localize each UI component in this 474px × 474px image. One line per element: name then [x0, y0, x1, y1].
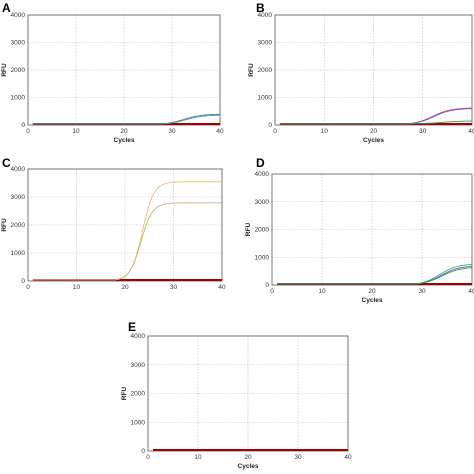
y-axis-label: RFU: [1, 218, 8, 232]
amplification-curve-blue: [277, 265, 473, 285]
y-tick-label: 0: [21, 278, 25, 285]
x-axis-label: Cycles: [362, 297, 383, 304]
y-tick-label: 4000: [255, 171, 270, 178]
y-tick-label: 0: [141, 448, 145, 455]
y-tick-label: 2000: [258, 67, 273, 74]
y-tick-label: 3000: [131, 362, 146, 369]
panel-letter: E: [128, 320, 136, 334]
y-tick-label: 4000: [11, 12, 26, 19]
y-tick-label: 4000: [131, 333, 146, 340]
x-tick-label: 10: [318, 288, 326, 295]
y-tick-label: 1000: [258, 95, 273, 102]
x-tick-label: 30: [294, 454, 302, 461]
panel-letter: A: [2, 1, 11, 15]
x-tick-label: 10: [72, 128, 80, 135]
x-tick-label: 0: [146, 454, 150, 461]
y-tick-label: 2000: [11, 222, 26, 229]
x-tick-label: 0: [26, 284, 30, 291]
y-tick-label: 1000: [131, 419, 146, 426]
y-axis-label: RFU: [248, 63, 255, 77]
x-tick-label: 30: [170, 284, 178, 291]
y-tick-label: 0: [268, 122, 272, 129]
y-tick-label: 2000: [131, 391, 146, 398]
y-tick-label: 1000: [255, 254, 270, 261]
x-tick-label: 20: [120, 128, 128, 135]
y-tick-label: 1000: [11, 250, 26, 257]
x-tick-label: 0: [270, 288, 274, 295]
y-tick-label: 3000: [11, 194, 26, 201]
amplification-curve-yellow: [32, 181, 222, 281]
x-axis-label: Cycles: [363, 137, 384, 144]
y-axis-label: RFU: [121, 387, 128, 401]
x-tick-label: 30: [168, 128, 176, 135]
x-tick-label: 30: [418, 288, 426, 295]
y-tick-label: 1000: [11, 95, 26, 102]
x-tick-label: 10: [73, 284, 81, 291]
amplification-curve-teal: [32, 114, 221, 125]
x-axis-label: Cycles: [114, 137, 135, 144]
x-tick-label: 40: [218, 284, 226, 291]
amplification-curve-green: [277, 267, 473, 285]
y-tick-label: 0: [265, 282, 269, 289]
y-axis-label: RFU: [1, 63, 8, 77]
x-tick-label: 0: [26, 128, 30, 135]
x-tick-label: 10: [321, 128, 329, 135]
chart-panel-a: A 0 10 20 30 40 0 1000 2000 3000 4000 Cycles RFU: [1, 1, 224, 144]
x-tick-label: 40: [344, 454, 352, 461]
y-tick-label: 3000: [11, 40, 26, 47]
amplification-curve-blue: [32, 113, 221, 125]
x-tick-label: 30: [419, 128, 427, 135]
panel-letter: C: [2, 156, 11, 170]
amplification-curve-pink: [279, 107, 473, 125]
x-tick-label: 20: [244, 454, 252, 461]
x-tick-label: 40: [468, 288, 474, 295]
x-tick-label: 40: [468, 128, 474, 135]
y-tick-label: 4000: [258, 12, 273, 19]
panel-letter: D: [256, 156, 265, 170]
y-tick-label: 4000: [11, 166, 26, 173]
x-tick-label: 40: [216, 128, 224, 135]
x-tick-label: 10: [194, 454, 202, 461]
x-tick-label: 0: [273, 128, 277, 135]
chart-panel-e: E 0 10 20 30 40 0 1000 2000 3000 4000 Cycles RFU: [121, 320, 352, 470]
panel-letter: B: [256, 1, 265, 15]
x-tick-label: 20: [368, 288, 376, 295]
amplification-curve-purple: [279, 108, 473, 125]
x-tick-label: 20: [370, 128, 378, 135]
amplification-curve-green: [279, 120, 473, 125]
y-tick-label: 0: [21, 122, 25, 129]
y-tick-label: 3000: [258, 40, 273, 47]
y-axis-label: RFU: [245, 223, 252, 237]
amplification-curve-olive: [32, 202, 222, 281]
chart-panel-b: B 0 10 20 30 40 0 1000 2000 3000 4000 Cycles RFU: [248, 1, 474, 144]
y-tick-label: 2000: [255, 227, 270, 234]
y-tick-label: 2000: [11, 67, 26, 74]
chart-panel-d: D 0 10 20 30 40 0 1000 2000 3000 4000 Cycles RFU: [245, 156, 474, 304]
y-tick-label: 3000: [255, 199, 270, 206]
x-tick-label: 20: [121, 284, 129, 291]
x-axis-label: Cycles: [238, 463, 259, 470]
chart-panel-c: C 0 10 20 30 40 0 1000 2000 3000 4000 RFU: [1, 156, 226, 291]
